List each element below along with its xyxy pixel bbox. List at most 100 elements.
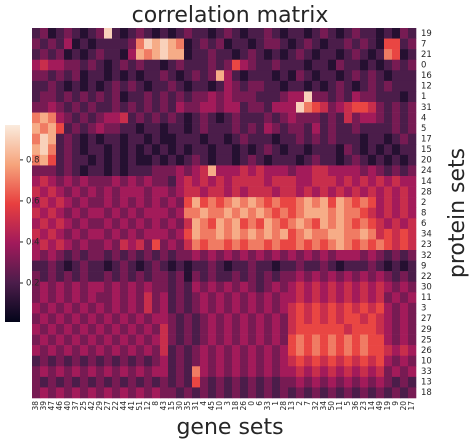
heatmap-cell [160,239,169,251]
heatmap-cell [168,334,177,346]
heatmap-cell [56,186,65,198]
heatmap-cell [40,376,49,388]
heatmap-cell [160,91,169,103]
heatmap-cell [168,59,177,71]
heatmap-cell [384,102,393,113]
heatmap-cell [392,144,401,156]
heatmap-cell [64,102,73,113]
heatmap-cell [176,154,185,166]
heatmap-cell [216,49,225,61]
heatmap-cell [344,154,353,166]
row-label: 4 [421,113,426,123]
heatmap-cell [136,376,145,388]
heatmap-cell [256,260,265,272]
heatmap-cell [96,144,105,156]
heatmap-cell [88,281,97,293]
heatmap-cell [48,228,57,240]
heatmap-cell [48,207,57,219]
heatmap-cell [336,123,345,135]
heatmap-cell [304,49,313,61]
heatmap-cell [48,186,57,198]
heatmap-cell [360,91,369,103]
heatmap-cell [304,144,313,156]
heatmap-cell [336,186,345,198]
heatmap-cell [144,176,153,187]
heatmap-cell [112,345,121,357]
heatmap-cell [72,176,81,187]
heatmap-cell [112,239,121,251]
heatmap-cell [240,144,249,156]
heatmap-cell [264,313,273,325]
heatmap-cell [360,197,369,209]
heatmap-cell [248,112,257,124]
heatmap-cell [328,239,337,251]
heatmap-cell [208,281,217,293]
heatmap-cell [336,112,345,124]
heatmap-cell [144,334,153,346]
heatmap-cell [256,292,265,304]
heatmap-cell [328,154,337,166]
heatmap-cell [384,271,393,283]
heatmap-cell [112,313,121,325]
heatmap-cell [184,218,193,230]
heatmap-cell [32,250,41,261]
heatmap-cell [80,197,89,209]
heatmap-cell [160,313,169,325]
heatmap-cell [168,102,177,113]
heatmap-cell [288,345,297,357]
row-label: 18 [421,388,432,398]
row-label: 30 [421,283,432,293]
heatmap-cell [160,112,169,124]
heatmap-cell [48,387,57,399]
heatmap-cell [264,250,273,261]
heatmap-cell [336,80,345,92]
heatmap-cell [192,59,201,71]
heatmap-cell [376,334,385,346]
heatmap-cell [344,197,353,209]
heatmap-cell [312,176,321,187]
heatmap-cell [216,112,225,124]
heatmap-cell [88,260,97,272]
row-label: 6 [421,219,426,229]
heatmap-cell [344,250,353,261]
heatmap-cell [40,123,49,135]
heatmap-cell [224,250,233,261]
heatmap-cell [328,133,337,145]
heatmap-cell [136,313,145,325]
heatmap-cell [48,239,57,251]
heatmap-cell [32,207,41,219]
heatmap-cell [408,91,417,103]
row-label: 12 [421,82,432,92]
colorbar-tick-label: 0.8 [26,155,40,165]
heatmap-cell [144,260,153,272]
heatmap-cell [104,228,113,240]
heatmap-cell [96,250,105,261]
heatmap-cell [320,59,329,71]
heatmap-cell [272,38,281,50]
heatmap-cell [408,38,417,50]
heatmap-cell [80,112,89,124]
heatmap-cell [240,345,249,357]
heatmap-cell [400,281,409,293]
heatmap-cell [80,292,89,304]
heatmap-cell [400,250,409,261]
heatmap-cell [80,218,89,230]
heatmap-cell [224,165,233,177]
column-label: 11 [335,401,344,411]
heatmap-cell [136,49,145,61]
heatmap-cell [88,324,97,335]
heatmap-cell [408,281,417,293]
heatmap-cell [304,165,313,177]
heatmap-cell [72,376,81,388]
heatmap-cell [376,49,385,61]
heatmap-cell [296,302,305,314]
heatmap-cell [312,218,321,230]
heatmap-cell [280,144,289,156]
heatmap-cell [184,91,193,103]
heatmap-cell [312,355,321,367]
heatmap-cell [128,218,137,230]
heatmap-cell [256,133,265,145]
heatmap-cell [376,59,385,71]
heatmap-cell [184,207,193,219]
heatmap-cell [352,366,361,378]
